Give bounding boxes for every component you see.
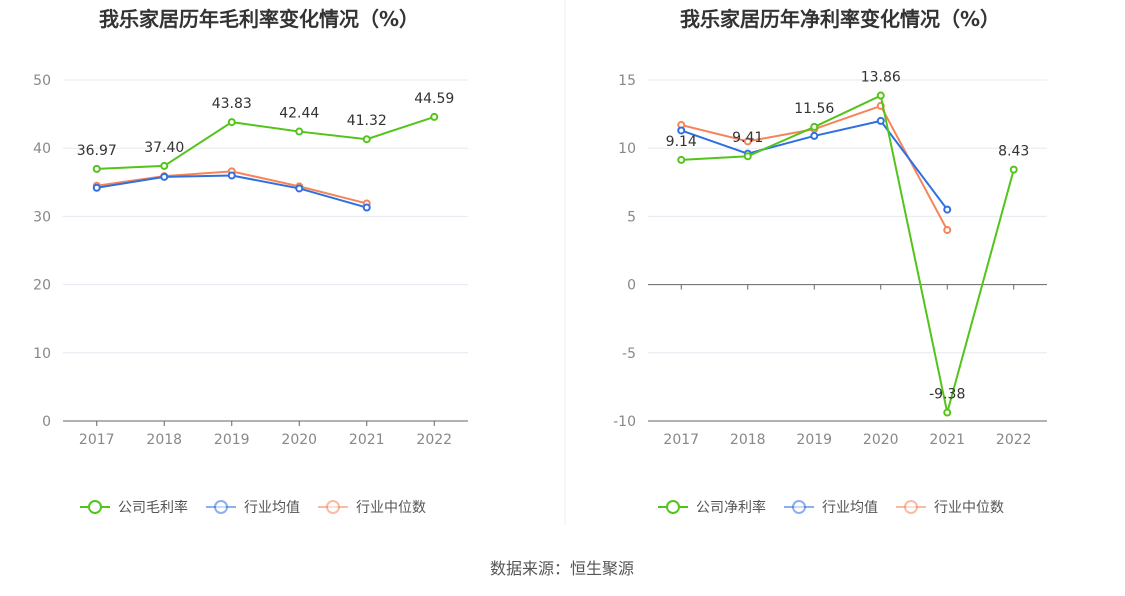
series-line	[96, 115, 435, 170]
data-label: 13.86	[861, 70, 901, 86]
legend-item[interactable]: 行业中位数	[896, 500, 1004, 516]
x-tick-label: 2017	[79, 432, 115, 448]
x-tick-label: 2020	[281, 432, 317, 448]
legend-marker-icon	[792, 500, 806, 514]
data-point[interactable]	[943, 205, 952, 214]
x-tick-label: 2018	[146, 432, 182, 448]
x-tick-label: 2018	[730, 432, 766, 448]
data-label: 9.41	[732, 130, 763, 146]
data-point[interactable]	[227, 118, 236, 127]
data-point[interactable]	[362, 135, 371, 144]
legend-marker-icon	[904, 500, 918, 514]
legend-label: 行业中位数	[356, 500, 426, 516]
data-label: -9.38	[929, 387, 965, 403]
data-label: 11.56	[794, 101, 834, 117]
x-tick-label: 2022	[416, 432, 452, 448]
series-line	[681, 94, 1015, 413]
series-line	[96, 174, 368, 209]
data-point[interactable]	[677, 155, 686, 164]
legend-label: 行业均值	[244, 500, 300, 516]
x-tick-label: 2020	[863, 432, 899, 448]
legend-item[interactable]: 公司净利率	[658, 499, 766, 516]
x-tick-label: 2017	[663, 432, 699, 448]
y-tick-label: -5	[622, 346, 636, 362]
data-point[interactable]	[677, 126, 686, 135]
data-point[interactable]	[1009, 165, 1018, 174]
data-point[interactable]	[362, 203, 371, 212]
data-point[interactable]	[876, 116, 885, 125]
legend-label: 行业均值	[822, 500, 878, 516]
legend-marker-icon	[88, 500, 102, 514]
data-label: 36.97	[77, 143, 117, 159]
data-point[interactable]	[160, 161, 169, 170]
legend-item[interactable]: 行业均值	[206, 500, 300, 516]
legend-item[interactable]: 公司毛利率	[80, 499, 188, 516]
data-label: 41.32	[347, 113, 387, 129]
chart-title: 我乐家居历年毛利率变化情况（%）	[99, 7, 419, 31]
source-text: 数据来源：恒生聚源	[490, 559, 634, 578]
data-label: 8.43	[998, 144, 1029, 160]
data-point[interactable]	[876, 91, 885, 100]
legend-label: 公司毛利率	[118, 499, 188, 516]
x-tick-label: 2021	[929, 432, 965, 448]
legend-label: 公司净利率	[696, 499, 766, 516]
x-tick-label: 2019	[214, 432, 250, 448]
data-label: 44.59	[414, 91, 454, 107]
y-tick-label: 20	[33, 278, 51, 294]
data-point[interactable]	[92, 183, 101, 192]
legend-marker-icon	[326, 500, 340, 514]
y-tick-label: 0	[627, 278, 636, 294]
x-tick-label: 2021	[349, 432, 385, 448]
data-point[interactable]	[810, 131, 819, 140]
y-tick-label: 15	[618, 73, 636, 89]
data-point[interactable]	[160, 172, 169, 181]
data-point[interactable]	[92, 164, 101, 173]
legend-marker-icon	[214, 500, 228, 514]
x-tick-label: 2019	[796, 432, 832, 448]
legend-item[interactable]: 行业中位数	[318, 500, 426, 516]
y-tick-label: 5	[627, 209, 636, 225]
data-point[interactable]	[430, 112, 439, 121]
legend-item[interactable]: 行业均值	[784, 500, 878, 516]
chart-2: 我乐家居历年净利率变化情况（%） -10 -5 0 5 10 15 2017 2018 2019 2…	[613, 7, 1047, 516]
data-point[interactable]	[943, 408, 952, 417]
y-tick-label: -10	[613, 414, 636, 430]
data-point[interactable]	[743, 152, 752, 161]
data-label: 43.83	[212, 96, 252, 112]
legend-marker-icon	[666, 500, 680, 514]
legend-label: 行业中位数	[934, 500, 1004, 516]
data-point[interactable]	[227, 171, 236, 180]
data-point[interactable]	[810, 122, 819, 131]
data-point[interactable]	[943, 226, 952, 235]
data-label: 42.44	[279, 106, 319, 122]
data-label: 9.14	[666, 134, 697, 150]
x-tick-label: 2022	[996, 432, 1032, 448]
data-point[interactable]	[743, 137, 752, 146]
y-tick-label: 10	[33, 346, 51, 362]
data-label: 37.40	[144, 140, 184, 156]
chart-1: 我乐家居历年毛利率变化情况（%） 0 10 20 30 40 50 2017 2018 2019 2…	[33, 7, 468, 516]
y-tick-label: 0	[42, 414, 51, 430]
y-tick-label: 40	[33, 141, 51, 157]
y-tick-label: 30	[33, 209, 51, 225]
y-tick-label: 50	[33, 73, 51, 89]
chart-title: 我乐家居历年净利率变化情况（%）	[680, 7, 1000, 31]
y-tick-label: 10	[618, 141, 636, 157]
data-point[interactable]	[295, 127, 304, 136]
data-point[interactable]	[295, 184, 304, 193]
